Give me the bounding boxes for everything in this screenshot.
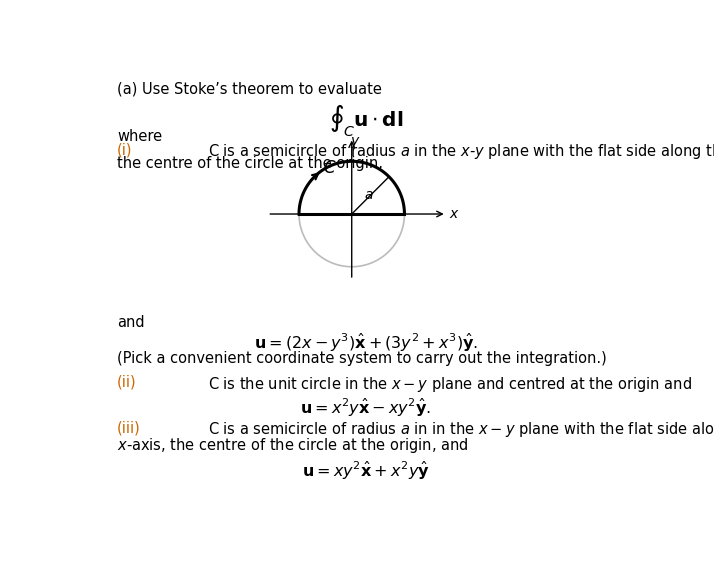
Text: $\mathit{C}$: $\mathit{C}$ — [323, 159, 336, 176]
Text: $\oint_C \mathbf{u} \cdot \mathbf{dl}$: $\oint_C \mathbf{u} \cdot \mathbf{dl}$ — [328, 102, 403, 139]
Text: $a$: $a$ — [364, 188, 374, 202]
Text: $y$: $y$ — [350, 135, 361, 150]
Text: C is a semicircle of radius $a$ in the $x$-$y$ plane with the flat side along th: C is a semicircle of radius $a$ in the $… — [208, 142, 714, 161]
Text: the centre of the circle at the origin,: the centre of the circle at the origin, — [117, 156, 383, 171]
Text: (iii): (iii) — [117, 420, 141, 435]
Text: $\mathbf{u} = (2x - y^3)\hat{\mathbf{x}} + (3y^2 + x^3)\hat{\mathbf{y}}.$: $\mathbf{u} = (2x - y^3)\hat{\mathbf{x}}… — [253, 332, 478, 354]
Text: (a) Use Stoke’s theorem to evaluate: (a) Use Stoke’s theorem to evaluate — [117, 82, 382, 97]
Text: $x$-axis, the centre of the circle at the origin, and: $x$-axis, the centre of the circle at th… — [117, 436, 468, 455]
Text: C is a semicircle of radius $a$ in in the $x - y$ plane with the flat side along: C is a semicircle of radius $a$ in in th… — [208, 420, 714, 439]
Text: (i): (i) — [117, 142, 132, 157]
Text: $x$: $x$ — [449, 207, 460, 221]
Text: $\mathbf{u} = xy^2\hat{\mathbf{x}} + x^2 y\hat{\mathbf{y}}$: $\mathbf{u} = xy^2\hat{\mathbf{x}} + x^2… — [302, 460, 430, 482]
Text: $\mathbf{u} = x^2 y\hat{\mathbf{x}} - xy^2\hat{\mathbf{y}}.$: $\mathbf{u} = x^2 y\hat{\mathbf{x}} - xy… — [301, 396, 431, 419]
Text: and: and — [117, 315, 144, 330]
Text: (Pick a convenient coordinate system to carry out the integration.): (Pick a convenient coordinate system to … — [117, 351, 607, 366]
Text: where: where — [117, 129, 162, 145]
Text: (ii): (ii) — [117, 375, 136, 390]
Text: C is the unit circle in the $x - y$ plane and centred at the origin and: C is the unit circle in the $x - y$ plan… — [208, 375, 692, 394]
